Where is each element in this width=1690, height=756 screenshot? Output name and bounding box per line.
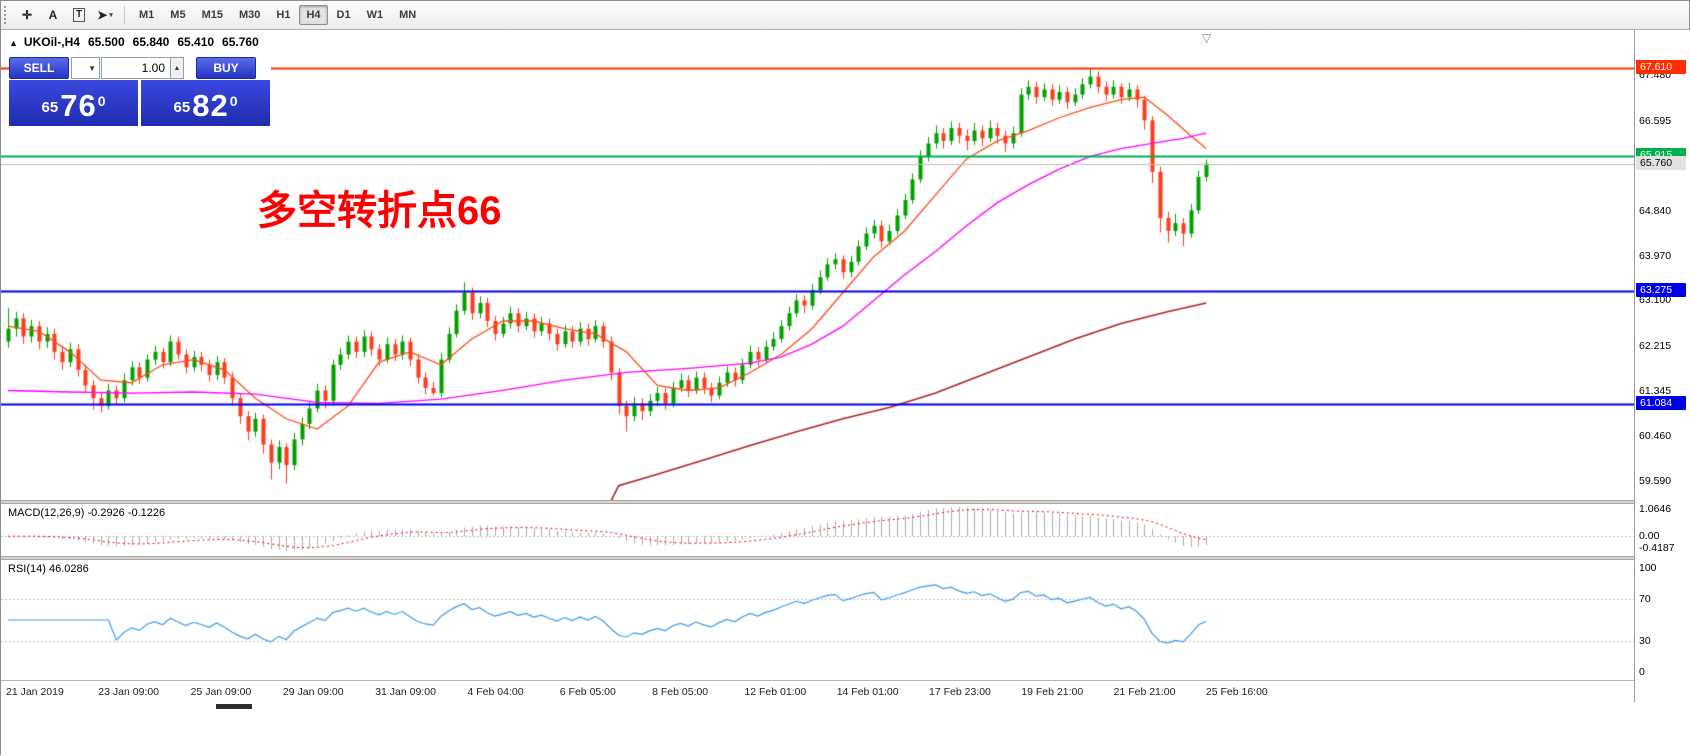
timeframe-m1[interactable]: M1 bbox=[139, 9, 155, 21]
timeframe-w1[interactable]: W1 bbox=[366, 9, 384, 21]
toolbar-grip[interactable] bbox=[4, 6, 9, 24]
bid-prefix: 65 bbox=[41, 99, 59, 116]
price-badge: 67.610 bbox=[1636, 60, 1686, 75]
pane-separator[interactable] bbox=[1, 500, 1690, 504]
price-chart-canvas[interactable] bbox=[1, 30, 1634, 500]
macd-indicator-label: MACD(12,26,9) -0.2926 -0.1226 bbox=[8, 507, 166, 519]
text-box-icon[interactable]: T bbox=[67, 3, 91, 27]
chart-text-annotation: 多空转折点66 bbox=[257, 189, 502, 233]
time-axis-label: 31 Jan 09:00 bbox=[375, 686, 436, 698]
price-badge: 65.760 bbox=[1636, 155, 1686, 170]
timeframe-m15[interactable]: M15 bbox=[201, 9, 223, 21]
axis-tick: 63.970 bbox=[1639, 249, 1672, 262]
rsi-axis-tick: 70 bbox=[1639, 593, 1651, 606]
macd-canvas[interactable] bbox=[1, 504, 1634, 556]
timeframe-h1[interactable]: H1 bbox=[276, 9, 291, 21]
timeframe-m5[interactable]: M5 bbox=[170, 9, 186, 21]
timeframe-h4[interactable]: H4 bbox=[299, 5, 328, 25]
ask-prefix: 65 bbox=[173, 99, 191, 116]
toolbar-separator bbox=[124, 6, 125, 24]
rsi-canvas[interactable] bbox=[1, 560, 1634, 680]
time-axis-label: 8 Feb 05:00 bbox=[652, 686, 709, 698]
time-axis[interactable]: 21 Jan 2019 23 Jan 09:00 25 Jan 09:00 29 Ja… bbox=[1, 680, 1634, 703]
macd-axis-zero: 0.00 bbox=[1639, 530, 1660, 543]
axis-tick: 61.345 bbox=[1639, 384, 1672, 397]
price-badge: 61.084 bbox=[1636, 396, 1686, 411]
time-axis-label: 23 Jan 09:00 bbox=[98, 686, 160, 698]
symbol-period-label: UKOil-,H4 bbox=[23, 35, 80, 49]
ask-pip-digit: 0 bbox=[229, 93, 238, 109]
axis-tick: 64.840 bbox=[1639, 204, 1672, 217]
ask-big-digits: 82 bbox=[192, 88, 229, 123]
time-axis-label: 6 Feb 05:00 bbox=[559, 686, 616, 698]
axis-tick: 59.590 bbox=[1639, 475, 1672, 488]
price-axis[interactable]: 67.480 66.595 64.840 63.970 63.100 62.215 61.3… bbox=[1634, 30, 1690, 702]
ohlc-open: 65.500 bbox=[87, 35, 125, 49]
axis-tick: 63.100 bbox=[1639, 294, 1672, 307]
time-axis-label: 14 Feb 01:00 bbox=[836, 686, 899, 698]
time-axis-label: 4 Feb 04:00 bbox=[467, 686, 524, 698]
time-axis-label: 19 Feb 21:00 bbox=[1021, 686, 1084, 698]
pane-separator[interactable] bbox=[1, 556, 1690, 560]
volume-spin-up-icon[interactable]: ▲ bbox=[171, 57, 184, 79]
axis-tick: 60.460 bbox=[1639, 430, 1672, 443]
time-axis-label: 12 Feb 01:00 bbox=[744, 686, 807, 698]
bid-price-display[interactable]: 65 76 0 bbox=[9, 80, 138, 126]
time-axis-label: 25 Jan 09:00 bbox=[190, 686, 252, 698]
ohlc-close: 65.760 bbox=[222, 35, 259, 49]
macd-axis-max: 1.0646 bbox=[1639, 503, 1672, 515]
ohlc-low: 65.410 bbox=[177, 35, 215, 49]
chevron-down-icon: ▾ bbox=[109, 12, 113, 19]
chart-window: 67.480 66.595 64.840 63.970 63.100 62.215 61.3… bbox=[1, 30, 1690, 756]
chart-shift-marker[interactable]: ▽ bbox=[1202, 31, 1212, 45]
bid-pip-digit: 0 bbox=[97, 93, 106, 109]
time-axis-label: 21 Feb 21:00 bbox=[1113, 686, 1176, 698]
price-badge: 63.275 bbox=[1636, 283, 1686, 298]
buy-button[interactable]: BUY bbox=[196, 57, 256, 79]
ohlc-high: 65.840 bbox=[132, 35, 170, 49]
time-axis-label: 29 Jan 09:00 bbox=[282, 686, 344, 698]
timeframe-d1[interactable]: D1 bbox=[336, 9, 351, 21]
timeframe-m30[interactable]: M30 bbox=[238, 9, 261, 21]
chart-ohlc-header: ▲ UKOil-,H4 65.500 65.840 65.410 65.760 bbox=[9, 35, 259, 49]
time-axis-label: 21 Jan 2019 bbox=[6, 686, 64, 698]
volume-preset-dropdown[interactable]: ▼ bbox=[71, 57, 100, 79]
text-label-icon[interactable]: A bbox=[48, 8, 58, 22]
chevron-down-icon: ▼ bbox=[88, 63, 96, 73]
rsi-indicator-label: RSI(14) 46.0286 bbox=[8, 563, 89, 575]
time-axis-label: 17 Feb 23:00 bbox=[929, 686, 991, 698]
toolbar: ✛ A T ➤ ▾ M1 M5 M15 M30 H1 H4 D1 W1 MN bbox=[1, 1, 1689, 30]
volume-input[interactable] bbox=[101, 57, 171, 79]
rsi-axis-tick: 100 bbox=[1639, 562, 1657, 574]
h-scrollbar-thumb[interactable] bbox=[216, 704, 252, 709]
ask-price-display[interactable]: 65 82 0 bbox=[141, 80, 270, 126]
timeframe-toolbar: M1 M5 M15 M30 H1 H4 D1 W1 MN bbox=[131, 5, 424, 25]
time-axis-label: 25 Feb 16:00 bbox=[1205, 686, 1268, 698]
axis-tick: 66.595 bbox=[1639, 114, 1672, 127]
bottom-scroll-area bbox=[1, 702, 1690, 756]
bid-big-digits: 76 bbox=[60, 88, 97, 123]
sell-button[interactable]: SELL bbox=[9, 57, 69, 79]
drawing-arrow-icon[interactable]: ➤ ▾ bbox=[97, 8, 113, 22]
one-click-panel-toggle[interactable]: ▲ bbox=[9, 38, 18, 48]
axis-tick: 62.215 bbox=[1639, 339, 1672, 352]
timeframe-mn[interactable]: MN bbox=[399, 9, 417, 21]
line-studies-toolbar: ✛ A T ➤ ▾ bbox=[14, 3, 118, 27]
rsi-axis-tick: 30 bbox=[1639, 634, 1651, 647]
macd-axis-min: -0.4187 bbox=[1639, 542, 1675, 554]
crosshair-icon[interactable]: ✛ bbox=[21, 8, 33, 22]
rsi-axis-tick: 0 bbox=[1639, 666, 1645, 678]
